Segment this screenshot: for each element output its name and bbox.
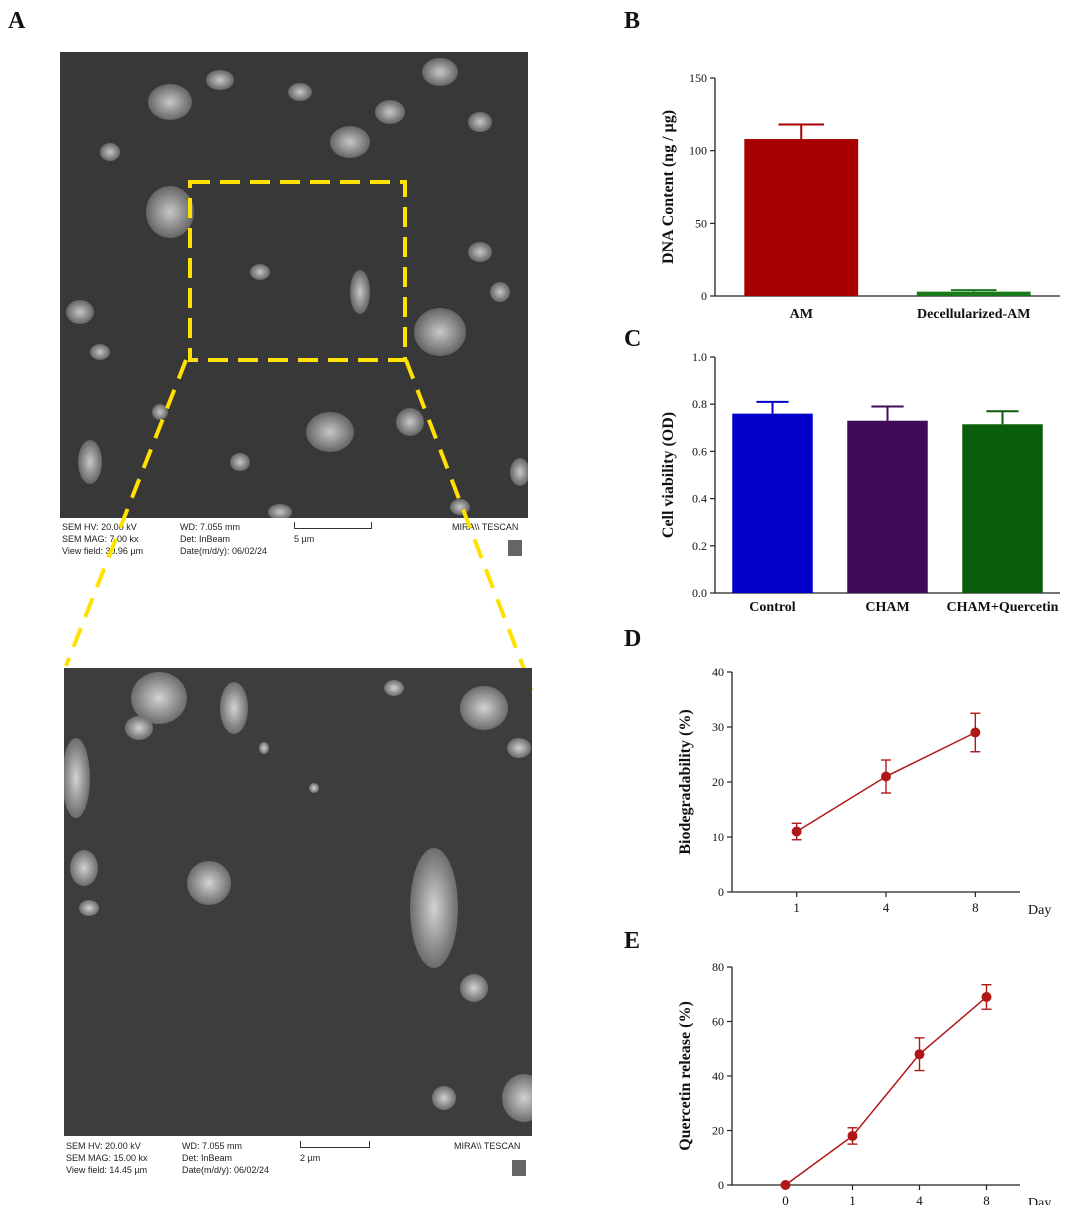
sem-top-wd: WD: 7.055 mm xyxy=(180,522,241,532)
sem-top-view: View field: 30.96 µm xyxy=(62,546,144,556)
panel-label-c: C xyxy=(624,326,642,352)
y-axis-label: Biodegradability (%) xyxy=(677,709,694,854)
sem-top-scale-bar xyxy=(294,522,372,529)
data-point xyxy=(981,991,992,1002)
data-point xyxy=(847,1130,858,1141)
x-tick-label: 8 xyxy=(983,1193,990,1205)
y-tick-label: 0.8 xyxy=(692,397,707,411)
y-tick-label: 0.4 xyxy=(692,492,707,506)
x-tick-label: 1 xyxy=(793,900,800,915)
sem-bottom-mag: SEM MAG: 15.00 kx xyxy=(66,1153,148,1163)
bar xyxy=(916,291,1031,296)
bar xyxy=(847,420,928,593)
data-point xyxy=(791,826,802,837)
y-tick-label: 0.6 xyxy=(692,444,707,458)
sem-image-top xyxy=(60,52,528,518)
sem-top-det: Det: InBeam xyxy=(180,534,231,544)
panel-label-e: E xyxy=(624,928,641,954)
y-tick-label: 60 xyxy=(712,1015,724,1029)
y-tick-label: 150 xyxy=(689,71,707,85)
chart-dna-content: 0 50 100 150 DNA Content (ng / µg) AM Decellul… xyxy=(660,71,1060,322)
bar xyxy=(962,424,1043,593)
panel-label-b: B xyxy=(624,8,641,34)
sem-bottom-logo-icon xyxy=(512,1160,526,1176)
y-tick-label: 0 xyxy=(718,885,724,899)
x-tick-label: 4 xyxy=(916,1193,923,1205)
y-tick-label: 40 xyxy=(712,1069,724,1083)
sem-bottom-scale-bar xyxy=(300,1141,370,1148)
y-tick-label: 80 xyxy=(712,960,724,974)
sem-bottom-det: Det: InBeam xyxy=(182,1153,233,1163)
chart-biodegradability: 0 10 20 30 40 Biodegradability (%) 1 4 8 Day xyxy=(677,665,1051,918)
y-tick-label: 50 xyxy=(695,216,707,230)
x-tick-label: Control xyxy=(749,600,796,615)
series-line xyxy=(785,996,987,1186)
data-point xyxy=(970,727,981,738)
y-tick-label: 0 xyxy=(718,1178,724,1192)
sem-top-hv: SEM HV: 20.00 kV xyxy=(62,522,137,532)
sem-top-brand: MIRA\\ TESCAN xyxy=(452,522,519,532)
y-tick-label: 1.0 xyxy=(692,350,707,364)
sem-texture-top xyxy=(60,52,528,518)
x-tick-label: 4 xyxy=(883,900,890,915)
panel-label-d: D xyxy=(624,626,642,652)
x-tick-label: 8 xyxy=(972,900,979,915)
x-tick-label: CHAM xyxy=(865,600,909,615)
sem-bottom-scale-label: 2 µm xyxy=(300,1153,321,1163)
data-point xyxy=(914,1049,925,1060)
sem-top-mag: SEM MAG: 7.00 kx xyxy=(62,534,139,544)
panel-label-a: A xyxy=(8,8,26,34)
y-tick-label: 30 xyxy=(712,720,724,734)
bar xyxy=(744,139,859,296)
y-tick-label: 20 xyxy=(712,1124,724,1138)
sem-bottom-wd: WD: 7.055 mm xyxy=(182,1141,243,1151)
sem-bottom-date: Date(m/d/y): 06/02/24 xyxy=(182,1165,270,1175)
y-axis-label: DNA Content (ng / µg) xyxy=(660,110,677,264)
chart-cell-viability: 0.0 0.2 0.4 0.6 0.8 1.0 Cell viability (OD) Con… xyxy=(660,350,1060,615)
y-tick-label: 40 xyxy=(712,665,724,679)
data-point xyxy=(780,1180,791,1190)
y-tick-label: 0.2 xyxy=(692,539,707,553)
x-axis-label: Day xyxy=(1028,903,1051,918)
x-tick-label: AM xyxy=(790,307,813,322)
x-axis-label: Day xyxy=(1028,1196,1051,1205)
sem-texture-bottom xyxy=(64,668,532,1136)
sem-top-scale-label: 5 µm xyxy=(294,534,315,544)
chart-quercetin-release: 0 20 40 60 80 Quercetin release (%) 0 1 4 8 Day xyxy=(677,960,1051,1205)
y-tick-label: 20 xyxy=(712,775,724,789)
y-tick-label: 0 xyxy=(701,289,707,303)
x-tick-label: 1 xyxy=(849,1193,856,1205)
sem-bottom-hv: SEM HV: 20.00 kV xyxy=(66,1141,141,1151)
sem-top-logo-icon xyxy=(508,540,522,556)
sem-image-bottom xyxy=(64,668,532,1136)
x-tick-label: CHAM+Quercetin xyxy=(947,600,1059,615)
sem-bottom-brand: MIRA\\ TESCAN xyxy=(454,1141,521,1151)
y-tick-label: 100 xyxy=(689,144,707,158)
zoom-region-box xyxy=(188,180,407,362)
sem-bottom-view: View field: 14.45 µm xyxy=(66,1165,148,1175)
bar xyxy=(732,413,813,593)
x-tick-label: Decellularized-AM xyxy=(917,307,1031,322)
y-tick-label: 0.0 xyxy=(692,586,707,600)
y-tick-label: 10 xyxy=(712,830,724,844)
x-tick-label: 0 xyxy=(782,1193,789,1205)
data-point xyxy=(881,771,891,782)
zoom-connectors xyxy=(64,359,534,691)
sem-top-date: Date(m/d/y): 06/02/24 xyxy=(180,546,268,556)
y-axis-label: Quercetin release (%) xyxy=(677,1001,694,1151)
y-axis-label: Cell viability (OD) xyxy=(660,412,677,538)
